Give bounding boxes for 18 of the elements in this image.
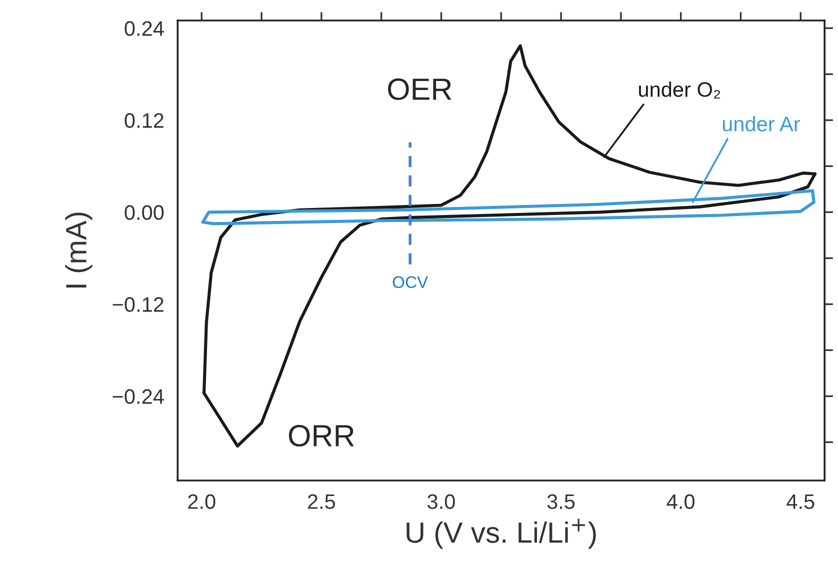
annotation: OER xyxy=(388,78,452,100)
x-tick-label: 2.5 xyxy=(308,494,336,510)
x-tick-label: 4.0 xyxy=(666,494,694,510)
annotation: ORR xyxy=(288,424,354,447)
x-tick-label: 4.5 xyxy=(786,494,814,510)
ref-line-label: OCV xyxy=(392,276,428,288)
y-tick-label: 0.12 xyxy=(124,113,164,128)
x-tick-label: 2.0 xyxy=(188,494,216,510)
y-tick-label: −0.12 xyxy=(112,297,164,312)
x-axis-title: U (V vs. Li/Li$^{+}$) xyxy=(406,518,596,549)
y-axis-title: I (mA) xyxy=(65,212,92,288)
y-tick-label: −0.24 xyxy=(112,389,164,404)
text: under Ar xyxy=(722,116,800,132)
y-tick-label: 0.24 xyxy=(124,21,164,36)
x-tick-label: 3.0 xyxy=(428,494,455,510)
y-tick-label: 0.00 xyxy=(124,205,164,220)
x-tick-label: 3.5 xyxy=(547,494,575,510)
text: under O₂ xyxy=(639,82,720,98)
